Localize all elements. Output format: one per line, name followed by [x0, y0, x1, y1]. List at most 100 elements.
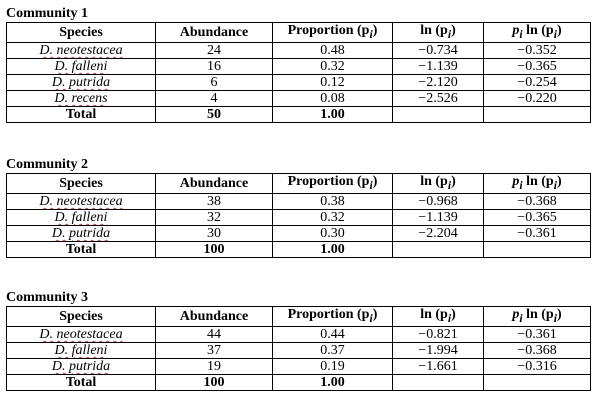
abundance-cell: 24 — [155, 41, 273, 59]
header-ln: ln (pi) — [392, 22, 484, 43]
total-abundance: 100 — [155, 373, 273, 391]
total-label: Total — [6, 105, 156, 123]
header-row: Species Abundance Proportion (pi) ln (pi… — [6, 22, 591, 43]
p-ln-p-cell: −0.361 — [483, 325, 591, 343]
total-row: Total 100 1.00 — [6, 240, 591, 258]
table-row: D. falleni 16 0.32 −1.139 −0.365 — [6, 57, 591, 75]
header-species: Species — [6, 306, 156, 327]
abundance-cell: 4 — [155, 89, 273, 107]
empty-cell — [483, 105, 591, 123]
table-row: D. falleni 32 0.32 −1.139 −0.365 — [6, 208, 591, 226]
abundance-cell: 30 — [155, 224, 273, 242]
community-1-table: Species Abundance Proportion (pi) ln (pi… — [6, 22, 591, 123]
table-row: D. falleni 37 0.37 −1.994 −0.368 — [6, 341, 591, 359]
ln-cell: −2.526 — [392, 89, 484, 107]
species-cell: D. falleni — [6, 57, 156, 75]
header-abundance: Abundance — [155, 306, 273, 327]
header-abundance: Abundance — [155, 173, 273, 194]
abundance-cell: 32 — [155, 208, 273, 226]
proportion-cell: 0.32 — [272, 57, 393, 75]
header-row: Species Abundance Proportion (pi) ln (pi… — [6, 173, 591, 194]
table-row: D. putrida 6 0.12 −2.120 −0.254 — [6, 73, 591, 91]
p-ln-p-cell: −0.365 — [483, 57, 591, 75]
table-row: D. neotestacea 38 0.38 −0.968 −0.368 — [6, 192, 591, 210]
p-ln-p-cell: −0.368 — [483, 341, 591, 359]
species-cell: D. falleni — [6, 208, 156, 226]
community-title: Community 3 — [6, 290, 89, 305]
empty-cell — [392, 373, 484, 391]
ln-cell: −2.120 — [392, 73, 484, 91]
ln-cell: −0.734 — [392, 41, 484, 59]
empty-cell — [392, 240, 484, 258]
empty-cell — [483, 240, 591, 258]
abundance-cell: 44 — [155, 325, 273, 343]
total-abundance: 50 — [155, 105, 273, 123]
p-ln-p-cell: −0.365 — [483, 208, 591, 226]
header-species: Species — [6, 173, 156, 194]
proportion-cell: 0.12 — [272, 73, 393, 91]
abundance-cell: 38 — [155, 192, 273, 210]
ln-cell: −1.994 — [392, 341, 484, 359]
species-cell: D. neotestacea — [6, 192, 156, 210]
ln-cell: −1.139 — [392, 208, 484, 226]
header-p-ln-p: pi ln (pi) — [483, 306, 591, 327]
header-ln: ln (pi) — [392, 306, 484, 327]
header-p-ln-p: pi ln (pi) — [483, 22, 591, 43]
total-proportion: 1.00 — [272, 373, 393, 391]
ln-cell: −1.139 — [392, 57, 484, 75]
header-row: Species Abundance Proportion (pi) ln (pi… — [6, 306, 591, 327]
ln-cell: −2.204 — [392, 224, 484, 242]
proportion-cell: 0.08 — [272, 89, 393, 107]
abundance-cell: 37 — [155, 341, 273, 359]
proportion-cell: 0.37 — [272, 341, 393, 359]
p-ln-p-cell: −0.368 — [483, 192, 591, 210]
header-proportion: Proportion (pi) — [272, 22, 393, 43]
species-cell: D. neotestacea — [6, 41, 156, 59]
header-proportion: Proportion (pi) — [272, 173, 393, 194]
species-cell: D. putrida — [6, 224, 156, 242]
proportion-cell: 0.44 — [272, 325, 393, 343]
abundance-cell: 6 — [155, 73, 273, 91]
header-proportion: Proportion (pi) — [272, 306, 393, 327]
header-ln: ln (pi) — [392, 173, 484, 194]
proportion-cell: 0.32 — [272, 208, 393, 226]
table-row: D. putrida 30 0.30 −2.204 −0.361 — [6, 224, 591, 242]
total-abundance: 100 — [155, 240, 273, 258]
abundance-cell: 19 — [155, 357, 273, 375]
abundance-cell: 16 — [155, 57, 273, 75]
community-3-table: Species Abundance Proportion (pi) ln (pi… — [6, 306, 591, 391]
header-abundance: Abundance — [155, 22, 273, 43]
species-cell: D. putrida — [6, 357, 156, 375]
p-ln-p-cell: −0.316 — [483, 357, 591, 375]
header-p-ln-p: pi ln (pi) — [483, 173, 591, 194]
ln-cell: −0.968 — [392, 192, 484, 210]
total-label: Total — [6, 240, 156, 258]
p-ln-p-cell: −0.220 — [483, 89, 591, 107]
ln-cell: −1.661 — [392, 357, 484, 375]
community-2-section: Community 2 Species Abundance Proportion… — [6, 156, 591, 258]
table-row: D. neotestacea 24 0.48 −0.734 −0.352 — [6, 41, 591, 59]
ln-cell: −0.821 — [392, 325, 484, 343]
community-3-section: Community 3 Species Abundance Proportion… — [6, 289, 591, 391]
species-cell: D. putrida — [6, 73, 156, 91]
community-title: Community 1 — [6, 6, 89, 21]
proportion-cell: 0.19 — [272, 357, 393, 375]
p-ln-p-cell: −0.254 — [483, 73, 591, 91]
total-row: Total 50 1.00 — [6, 105, 591, 123]
community-2-table: Species Abundance Proportion (pi) ln (pi… — [6, 173, 591, 258]
community-title: Community 2 — [6, 157, 89, 172]
species-cell: D. recens — [6, 89, 156, 107]
species-cell: D. neotestacea — [6, 325, 156, 343]
empty-cell — [392, 105, 484, 123]
total-proportion: 1.00 — [272, 240, 393, 258]
total-proportion: 1.00 — [272, 105, 393, 123]
table-row: D. putrida 19 0.19 −1.661 −0.316 — [6, 357, 591, 375]
community-1-section: Community 1 Species Abundance Proportion… — [6, 5, 591, 123]
total-row: Total 100 1.00 — [6, 373, 591, 391]
table-row: D. recens 4 0.08 −2.526 −0.220 — [6, 89, 591, 107]
p-ln-p-cell: −0.352 — [483, 41, 591, 59]
header-species: Species — [6, 22, 156, 43]
table-row: D. neotestacea 44 0.44 −0.821 −0.361 — [6, 325, 591, 343]
species-cell: D. falleni — [6, 341, 156, 359]
total-label: Total — [6, 373, 156, 391]
